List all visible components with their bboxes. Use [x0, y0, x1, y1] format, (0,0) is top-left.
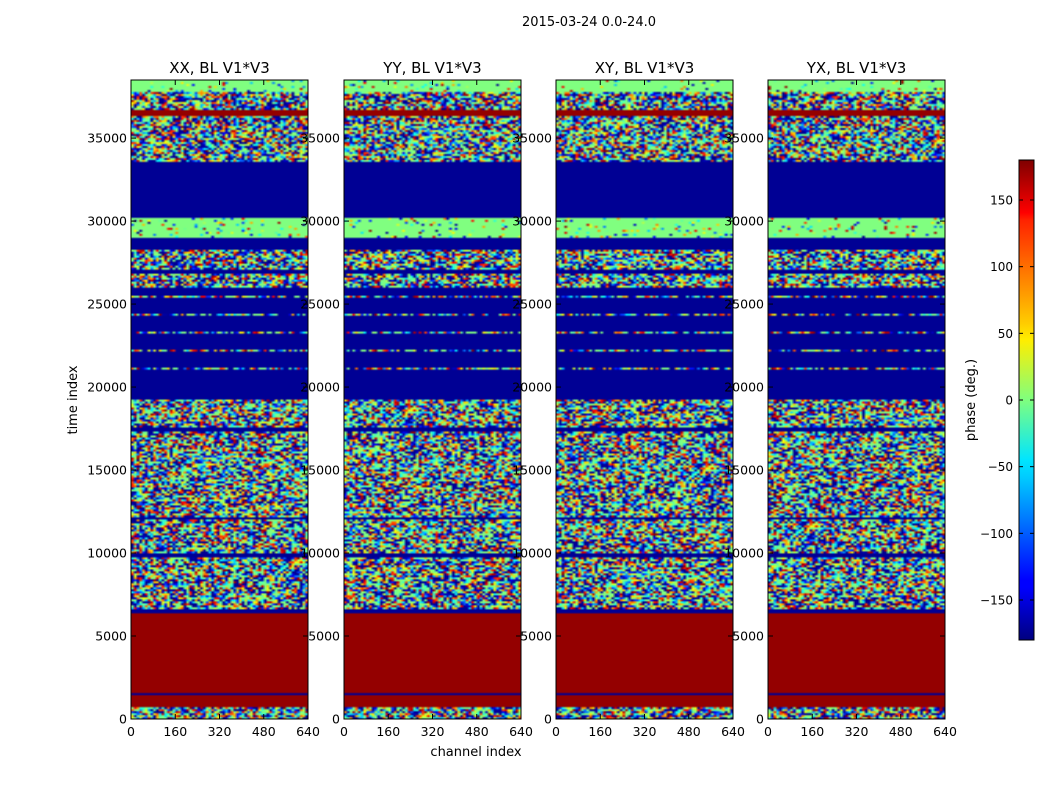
y-tick-label: 5000	[732, 629, 764, 644]
x-axis-label: channel index	[430, 745, 521, 760]
x-tick-label: 0	[340, 724, 348, 739]
colorbar-tick-label: −50	[988, 460, 1013, 474]
y-tick-label: 5000	[520, 629, 552, 644]
y-tick-label: 20000	[87, 380, 127, 395]
y-tick-label: 15000	[512, 463, 552, 478]
colorbar-tick-label: −150	[980, 594, 1013, 608]
y-tick-label: 0	[756, 712, 764, 727]
x-tick-label: 0	[764, 724, 772, 739]
colorbar-tick-label: 150	[990, 194, 1013, 208]
x-tick-label: 640	[509, 724, 533, 739]
panels-group: XX, BL V1*V3 0 160 320 480 640 0 5000 10000 15000…	[87, 59, 957, 739]
figure-title: 2015-03-24 0.0-24.0	[522, 15, 656, 30]
x-tick-label: 480	[252, 724, 276, 739]
x-tick-label: 640	[933, 724, 957, 739]
y-tick-label: 30000	[87, 214, 127, 229]
y-tick-label: 30000	[724, 214, 764, 229]
colorbar-ticks: −150 −100 −50 0 50 100 150	[980, 194, 1034, 608]
x-tick-label: 480	[465, 724, 489, 739]
y-tick-label: 15000	[724, 463, 764, 478]
panel-title: YY, BL V1*V3	[382, 59, 481, 77]
y-tick-label: 20000	[300, 380, 340, 395]
colorbar-tick-label: 0	[1005, 394, 1013, 408]
y-tick-label: 0	[332, 712, 340, 727]
y-tick-label: 25000	[512, 297, 552, 312]
heatmap-image	[344, 80, 521, 719]
y-tick-label: 15000	[300, 463, 340, 478]
y-tick-label: 35000	[512, 131, 552, 146]
y-tick-label: 10000	[300, 546, 340, 561]
y-tick-label: 25000	[724, 297, 764, 312]
panel-title: XY, BL V1*V3	[595, 59, 695, 77]
y-tick-label: 15000	[87, 463, 127, 478]
y-tick-label: 35000	[87, 131, 127, 146]
x-tick-label: 160	[376, 724, 400, 739]
y-tick-label: 0	[544, 712, 552, 727]
x-tick-label: 320	[208, 724, 232, 739]
x-tick-label: 160	[800, 724, 824, 739]
y-tick-label: 0	[119, 712, 127, 727]
panel-xx: XX, BL V1*V3 0 160 320 480 640 0 5000 10000 15000…	[87, 59, 320, 739]
panel-yy: YY, BL V1*V3 0 160 320 480 640 0 5000 10000 15000…	[300, 59, 533, 739]
x-tick-label: 320	[421, 724, 445, 739]
colorbar-tick-label: −100	[980, 527, 1013, 541]
panel-yx: YX, BL V1*V3 0 160 320 480 640 0 5000 10000 15000…	[724, 59, 957, 739]
x-tick-label: 320	[845, 724, 869, 739]
x-tick-label: 480	[677, 724, 701, 739]
y-tick-label: 20000	[724, 380, 764, 395]
y-tick-label: 30000	[300, 214, 340, 229]
y-axis-label: time index	[66, 365, 81, 434]
x-tick-label: 160	[163, 724, 187, 739]
y-tick-label: 10000	[724, 546, 764, 561]
heatmap-image	[556, 80, 733, 719]
x-tick-label: 320	[633, 724, 657, 739]
y-tick-label: 35000	[300, 131, 340, 146]
colorbar: −150 −100 −50 0 50 100 150 phase (deg.)	[964, 159, 1035, 641]
heatmap-image	[131, 80, 308, 719]
heatmap-image	[768, 80, 945, 719]
y-tick-label: 20000	[512, 380, 552, 395]
panel-title: YX, BL V1*V3	[806, 59, 907, 77]
x-tick-label: 0	[552, 724, 560, 739]
y-tick-label: 35000	[724, 131, 764, 146]
colorbar-label: phase (deg.)	[964, 359, 979, 441]
colorbar-tick-label: 50	[998, 327, 1013, 341]
y-tick-label: 25000	[300, 297, 340, 312]
x-tick-label: 480	[889, 724, 913, 739]
y-tick-label: 5000	[95, 629, 127, 644]
x-tick-label: 640	[296, 724, 320, 739]
y-tick-label: 30000	[512, 214, 552, 229]
y-tick-label: 10000	[87, 546, 127, 561]
y-tick-label: 25000	[87, 297, 127, 312]
panel-xy: XY, BL V1*V3 0 160 320 480 640 0 5000 10000 15000…	[512, 59, 745, 739]
x-tick-label: 640	[721, 724, 745, 739]
y-tick-label: 5000	[308, 629, 340, 644]
colorbar-tick-label: 100	[990, 260, 1013, 274]
y-tick-label: 10000	[512, 546, 552, 561]
x-tick-label: 0	[127, 724, 135, 739]
panel-title: XX, BL V1*V3	[169, 59, 270, 77]
x-tick-label: 160	[588, 724, 612, 739]
